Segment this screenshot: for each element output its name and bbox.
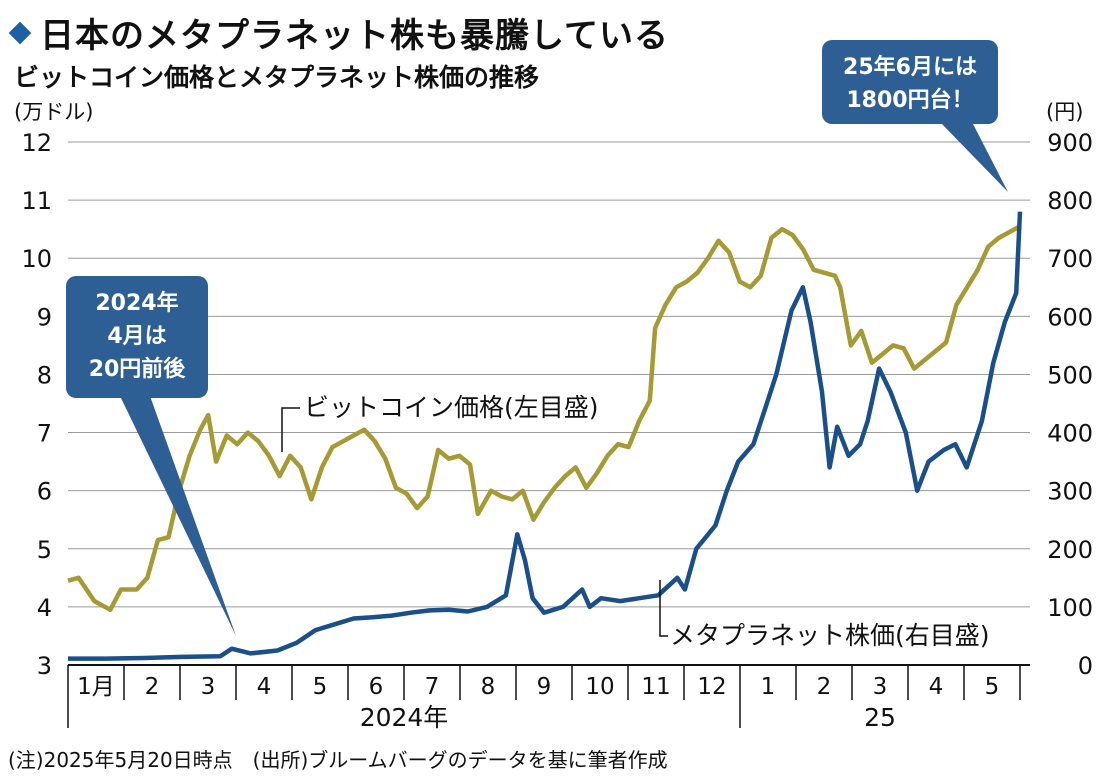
callout-2024-line: 20円前後 <box>89 356 187 382</box>
right-y-tick-label: 300 <box>1047 478 1093 506</box>
left-y-tick-label: 8 <box>37 361 52 389</box>
callout-2024-line: 4月は <box>107 324 166 349</box>
x-month-tick-label: 5 <box>985 674 1000 700</box>
bitcoin-price-line <box>67 224 1022 613</box>
x-month-tick-label: 2 <box>817 674 832 700</box>
x-year-label-2025: 25 <box>864 703 896 732</box>
left-y-tick-label: 6 <box>37 478 52 506</box>
callout-2025-line: 1800円台！ <box>846 87 973 113</box>
metaplanet-price-line <box>68 211 1023 661</box>
callout-2024-pointer <box>120 396 236 636</box>
footnote: (注)2025年5月20日時点 (出所)ブルームバーグのデータを基に筆者作成 <box>8 748 668 772</box>
bitcoin-series-label: ビットコイン価格(左目盛) <box>304 393 599 422</box>
x-month-tick-label: 3 <box>201 674 216 700</box>
chart-subtitle: ビットコイン価格とメタプラネット株価の推移 <box>14 63 540 92</box>
callout-2025-line: 25年6月には <box>843 54 977 80</box>
x-month-tick-label: 5 <box>313 674 328 700</box>
left-axis-unit: (万ドル) <box>14 100 94 124</box>
left-y-tick-label: 9 <box>37 303 52 331</box>
right-y-tick-label: 600 <box>1047 303 1093 331</box>
callout-2024-box <box>66 276 208 398</box>
left-y-tick-label: 10 <box>21 245 52 273</box>
x-month-tick-label: 6 <box>369 674 384 700</box>
x-month-tick-label: 11 <box>641 674 670 700</box>
left-y-tick-label: 7 <box>37 420 52 448</box>
right-y-tick-label: 700 <box>1047 245 1093 273</box>
x-month-tick-label: 2 <box>145 674 160 700</box>
bitcoin-label-leader <box>281 407 300 452</box>
right-y-tick-label: 900 <box>1047 129 1093 157</box>
left-y-tick-label: 11 <box>21 187 52 215</box>
x-month-tick-label: 9 <box>537 674 552 700</box>
x-month-tick-label: 1 <box>761 674 776 700</box>
callout-2024-line: 2024年 <box>95 290 178 316</box>
x-month-tick-label: 4 <box>257 674 272 700</box>
title-row: 日本のメタプラネット株も暴騰している <box>8 8 669 57</box>
left-y-tick-label: 12 <box>21 129 52 157</box>
x-year-label-2024: 2024年 <box>360 703 449 732</box>
x-month-tick-label: 10 <box>585 674 614 700</box>
right-y-tick-label: 200 <box>1047 536 1093 564</box>
x-month-tick-label: 7 <box>425 674 440 700</box>
metaplanet-series-label: メタプラネット株価(右目盛) <box>670 621 990 650</box>
x-month-tick-label: 12 <box>697 674 726 700</box>
right-y-tick-label: 100 <box>1047 594 1093 622</box>
right-y-tick-label: 0 <box>1078 652 1093 680</box>
x-month-tick-label: 3 <box>873 674 888 700</box>
x-month-tick-label: 1月 <box>77 674 115 700</box>
metaplanet-label-leader <box>659 580 668 637</box>
right-y-tick-label: 800 <box>1047 187 1093 215</box>
x-month-tick-label: 8 <box>481 674 496 700</box>
callout-2025-box <box>822 40 998 124</box>
left-y-tick-label: 3 <box>37 652 52 680</box>
left-y-tick-label: 4 <box>37 594 52 622</box>
callout-2025-pointer <box>940 122 1008 192</box>
right-y-tick-label: 400 <box>1047 420 1093 448</box>
right-axis-unit: (円) <box>1046 100 1084 124</box>
chart-title: 日本のメタプラネット株も暴騰している <box>40 16 669 56</box>
left-y-tick-label: 5 <box>37 536 52 564</box>
right-y-tick-label: 500 <box>1047 361 1093 389</box>
x-month-tick-label: 4 <box>929 674 944 700</box>
